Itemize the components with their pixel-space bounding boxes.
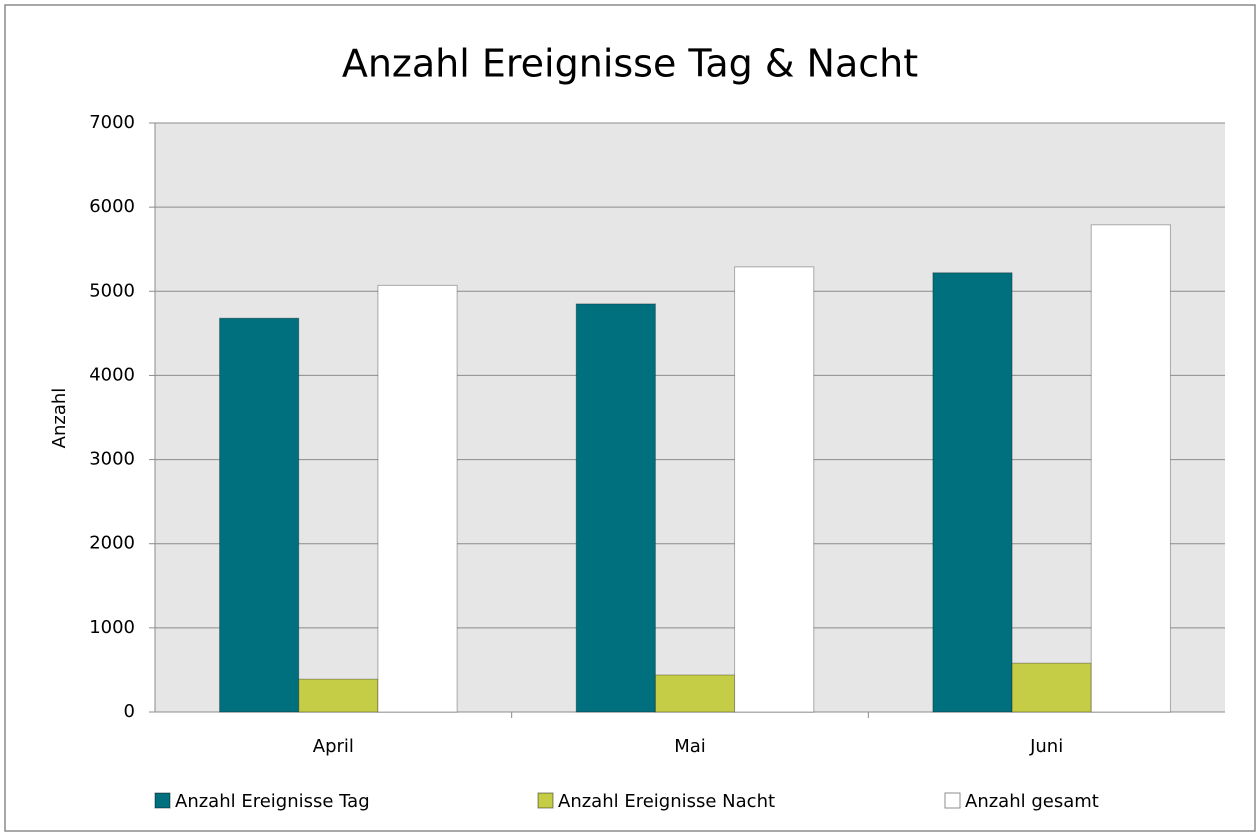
y-tick-label: 5000 xyxy=(89,280,135,301)
chart-title: Anzahl Ereignisse Tag & Nacht xyxy=(342,42,918,86)
bar xyxy=(575,303,656,713)
legend-label: Anzahl Ereignisse Nacht xyxy=(558,791,775,812)
plot-area xyxy=(155,123,1225,712)
legend-swatch xyxy=(944,792,961,809)
bar xyxy=(219,317,300,713)
bar xyxy=(734,266,815,713)
bar xyxy=(654,674,736,713)
legend-label: Anzahl Ereignisse Tag xyxy=(175,791,370,812)
bar xyxy=(1090,224,1171,713)
y-tick-label: 1000 xyxy=(89,617,135,638)
y-tick-label: 6000 xyxy=(89,196,135,217)
x-tick-label: Juni xyxy=(1029,736,1063,757)
legend-swatch xyxy=(154,792,171,809)
y-tick-label: 3000 xyxy=(89,449,135,470)
bar xyxy=(932,272,1013,713)
y-tick-label: 4000 xyxy=(89,364,135,385)
x-tick-label: Mai xyxy=(674,736,706,757)
bar xyxy=(377,284,458,713)
legend-label: Anzahl gesamt xyxy=(965,791,1099,812)
y-axis-label: Anzahl xyxy=(49,388,70,449)
bar xyxy=(1011,662,1092,713)
legend-swatch xyxy=(537,792,554,809)
bar xyxy=(298,678,379,713)
y-tick-label: 7000 xyxy=(89,112,135,133)
y-tick-label: 2000 xyxy=(89,533,135,554)
y-tick-label: 0 xyxy=(124,701,135,722)
x-tick-label: April xyxy=(313,736,354,757)
